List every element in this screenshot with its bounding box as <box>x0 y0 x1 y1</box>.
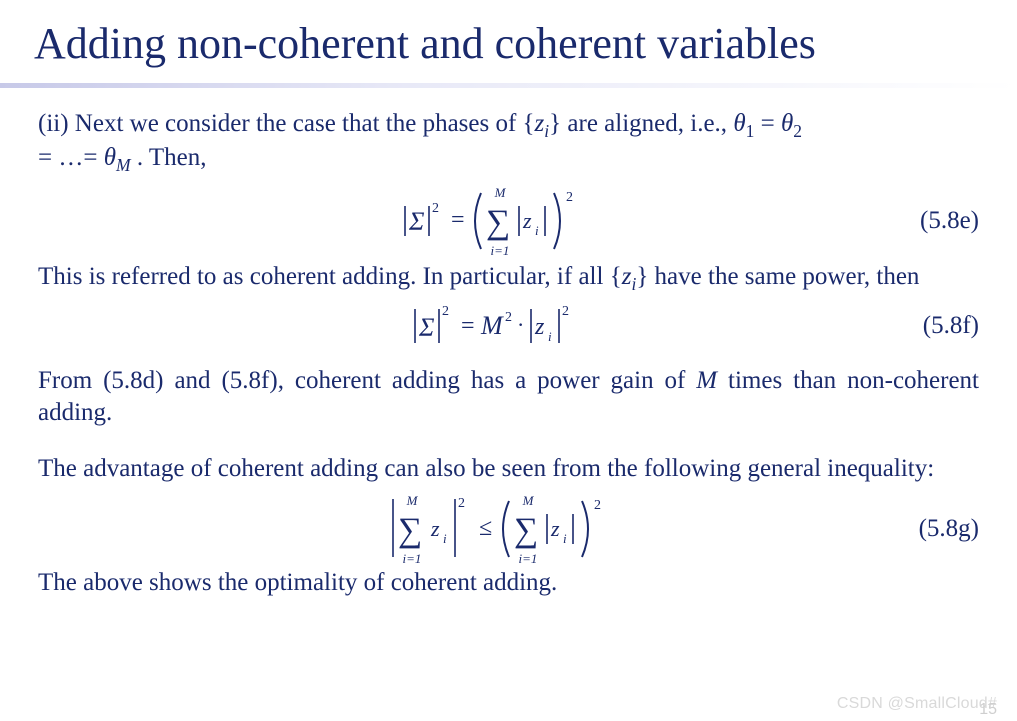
eq-g-lsup: 2 <box>458 496 465 511</box>
eq-f-zsup: 2 <box>562 304 569 319</box>
eq-g-lsigma: ∑ <box>398 512 422 549</box>
svg-text:=: = <box>461 313 475 339</box>
eq-g-lz: z <box>430 516 440 541</box>
eq-f-zsub: i <box>548 329 552 344</box>
svg-text:=: = <box>451 207 465 233</box>
p2-lead: This is referred to as coherent adding. … <box>38 263 622 290</box>
paragraph-power-gain: From (5.8d) and (5.8f), coherent adding … <box>38 365 979 429</box>
eq-e-sigma: Σ <box>408 207 425 236</box>
eq-g-rsigma: ∑ <box>514 512 538 549</box>
eq-f-z: z <box>534 314 545 340</box>
eq-g-rupper: M <box>521 493 534 508</box>
eq-e-upper: M <box>493 185 506 200</box>
eq-f-Msup: 2 <box>505 310 512 325</box>
equation-5-8g-number: (5.8g) <box>919 513 979 545</box>
equation-5-8e-row: Σ 2 = M ∑ i=1 z i <box>38 183 979 259</box>
eq-f-M: M <box>480 311 504 340</box>
p1-theta2: θ <box>781 110 793 137</box>
eq-g-lupper: M <box>405 493 418 508</box>
eq-e-outsup: 2 <box>566 190 573 205</box>
page-number: 15 <box>979 701 997 719</box>
eq-e-lower: i=1 <box>490 243 509 258</box>
p1-zi: z <box>535 110 545 137</box>
paragraph-optimality: The above shows the optimality of cohere… <box>38 567 979 599</box>
p3-pre: From (5.8d) and (5.8f), coherent adding … <box>38 367 696 394</box>
equation-5-8g-row: M ∑ i=1 z i 2 ≤ M ∑ i=1 z i <box>38 491 979 567</box>
eq-f-lsup: 2 <box>442 304 449 319</box>
p1-eq: = <box>754 110 781 137</box>
equation-5-8f: Σ 2 = M 2 · z i 2 <box>359 301 659 351</box>
eq-g-rsup: 2 <box>594 498 601 513</box>
p2-tail: } have the same power, then <box>636 263 919 290</box>
paragraph-intro: (ii) Next we consider the case that the … <box>38 108 979 177</box>
eq-g-rz: z <box>550 516 560 541</box>
eq-g-rel: ≤ <box>479 515 492 541</box>
p1-prefix: (ii) Next we consider the case that the … <box>38 110 535 137</box>
p1-mid: } are aligned, i.e., <box>549 110 733 137</box>
eq-e-z: z <box>522 208 532 233</box>
slide-body: (ii) Next we consider the case that the … <box>0 88 1017 599</box>
p1-line2-tail: . Then, <box>131 144 207 171</box>
eq-g-rlower: i=1 <box>518 551 537 566</box>
paragraph-coherent-adding: This is referred to as coherent adding. … <box>38 261 979 295</box>
p1-line2-lead: = …= <box>38 144 104 171</box>
eq-e-zsub: i <box>535 223 539 238</box>
equation-5-8f-row: Σ 2 = M 2 · z i 2 (5.8f) <box>38 301 979 351</box>
p3-M: M <box>696 367 717 394</box>
eq-f-dot: · <box>517 312 524 337</box>
eq-g-rzsub: i <box>563 531 567 546</box>
slide-title: Adding non-coherent and coherent variabl… <box>0 0 1017 69</box>
equation-5-8e: Σ 2 = M ∑ i=1 z i <box>359 183 659 259</box>
paragraph-advantage: The advantage of coherent adding can als… <box>38 453 979 485</box>
p1-thetaM: θ <box>104 144 116 171</box>
p1-theta1: θ <box>733 110 745 137</box>
watermark-text: CSDN @SmallCloud# <box>837 695 997 713</box>
eq-e-bigsigma: ∑ <box>486 204 510 241</box>
eq-g-lzsub: i <box>443 531 447 546</box>
eq-f-sigma: Σ <box>418 313 435 342</box>
p2-zi: z <box>622 263 632 290</box>
slide: { "colors": { "text": "#1a2a6c", "title"… <box>0 0 1017 721</box>
equation-5-8g: M ∑ i=1 z i 2 ≤ M ∑ i=1 z i <box>339 491 679 567</box>
equation-5-8e-number: (5.8e) <box>920 205 979 237</box>
p1-subM: M <box>116 155 131 175</box>
equation-5-8f-number: (5.8f) <box>923 310 979 342</box>
eq-e-lsup: 2 <box>432 201 439 216</box>
p1-sub2: 2 <box>793 121 802 141</box>
eq-g-llower: i=1 <box>402 551 421 566</box>
